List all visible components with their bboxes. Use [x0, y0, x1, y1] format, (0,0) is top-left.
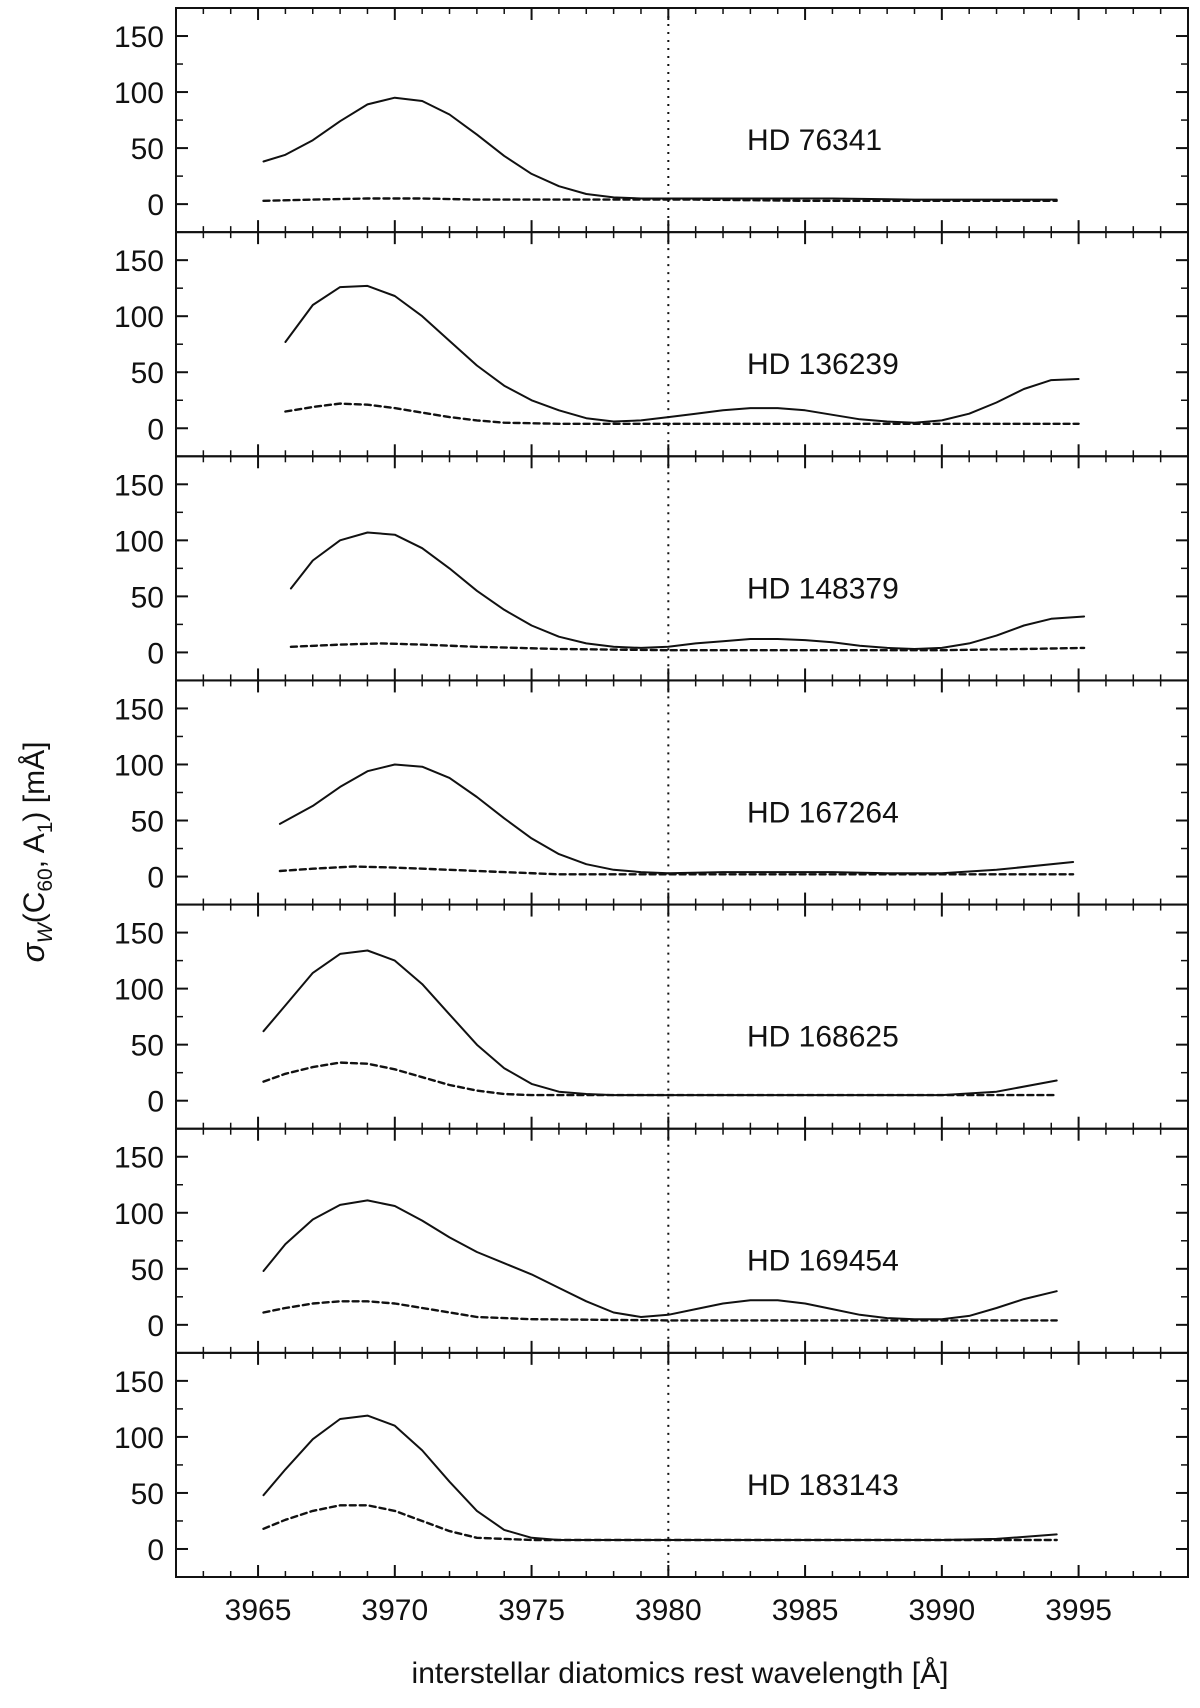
y-tick-label: 150: [114, 1366, 164, 1399]
y-tick-label: 100: [114, 974, 164, 1007]
panel-star-label: HD 136239: [747, 348, 899, 381]
x-tick-label: 3985: [772, 1594, 839, 1627]
y-tick-label: 0: [147, 189, 164, 222]
solid-series-line: [289, 531, 1086, 650]
dashed-series-line: [289, 642, 1086, 652]
y-tick-label: 50: [131, 133, 164, 166]
y-tick-label: 100: [114, 749, 164, 782]
panel-star-label: HD 167264: [747, 796, 899, 829]
y-tick-label: 0: [147, 862, 164, 895]
x-tick-label: 3975: [498, 1594, 565, 1627]
panel: 0 50 100 150 HD 168625: [114, 903, 1189, 1130]
y-tick-label: 50: [131, 357, 164, 390]
y-tick-label: 0: [147, 637, 164, 670]
panel: 0 50 100 150 HD 169454: [114, 1127, 1189, 1354]
y-axis-title-a-sub: 1: [34, 822, 57, 834]
dashed-series-line: [262, 1061, 1058, 1097]
panel-frame: [175, 679, 1189, 906]
panel-frame: [175, 1351, 1189, 1579]
y-tick-label: 150: [114, 1142, 164, 1175]
y-tick-label: 150: [114, 21, 164, 54]
panel-star-label: HD 76341: [747, 124, 882, 157]
x-tick-label: 3990: [908, 1594, 975, 1627]
y-axis-title-close: ) [mÅ]: [18, 742, 51, 822]
y-tick-label: 50: [131, 1478, 164, 1511]
solid-series-line: [278, 763, 1075, 875]
y-axis-title: σW(C60, A1) [mÅ]: [15, 742, 57, 963]
y-tick-label: 100: [114, 525, 164, 558]
solid-series-line: [284, 284, 1080, 424]
panel-star-label: HD 169454: [747, 1245, 899, 1278]
panel-star-label: HD 148379: [747, 572, 899, 605]
y-tick-label: 0: [147, 1310, 164, 1343]
y-tick-label: 50: [131, 1030, 164, 1063]
x-tick-label: 3965: [225, 1594, 292, 1627]
panel: 0 50 100 150 HD 136239: [114, 231, 1189, 458]
y-tick-label: 150: [114, 245, 164, 278]
y-tick-label: 100: [114, 1198, 164, 1231]
y-tick-label: 50: [131, 806, 164, 839]
x-tick-label: 3980: [635, 1594, 702, 1627]
y-tick-label: 100: [114, 1422, 164, 1455]
x-tick-label: 3995: [1045, 1594, 1112, 1627]
solid-series-line: [262, 96, 1058, 201]
y-tick-label: 150: [114, 693, 164, 726]
y-tick-label: 100: [114, 77, 164, 110]
y-tick-label: 0: [147, 413, 164, 446]
panel: 0 50 100 150 HD 183143: [114, 1351, 1189, 1579]
y-axis-title-open: (C: [18, 892, 51, 924]
panel: 0 50 100 150 HD 76341: [114, 7, 1189, 234]
panel-star-label: HD 183143: [747, 1469, 899, 1502]
y-tick-label: 150: [114, 469, 164, 502]
dashed-series-line: [278, 865, 1075, 876]
dashed-series-line: [262, 197, 1058, 202]
y-tick-label: 50: [131, 1254, 164, 1287]
y-axis-title-mid: , A: [18, 833, 51, 868]
panel: 0 50 100 150 HD 167264: [114, 679, 1189, 906]
y-tick-label: 0: [147, 1086, 164, 1119]
y-tick-label: 50: [131, 581, 164, 614]
x-axis-title: interstellar diatomics rest wavelength […: [412, 1657, 949, 1690]
solid-series-line: [262, 1414, 1058, 1541]
dashed-series-line: [262, 1300, 1058, 1322]
panel: 0 50 100 150 HD 148379: [114, 455, 1189, 682]
panel-frame: [175, 455, 1189, 682]
solid-series-line: [262, 1199, 1058, 1321]
y-axis-title-sigma-sub: W: [34, 921, 57, 943]
y-tick-label: 150: [114, 918, 164, 951]
x-tick-label: 3970: [361, 1594, 428, 1627]
dashed-series-line: [262, 1504, 1058, 1542]
panel-star-label: HD 168625: [747, 1021, 899, 1054]
y-axis-title-c-sub: 60: [34, 868, 57, 891]
y-axis-title-sigma: σ: [15, 941, 51, 962]
y-tick-label: 100: [114, 301, 164, 334]
solid-series-line: [262, 949, 1058, 1097]
y-tick-label: 0: [147, 1534, 164, 1567]
dashed-series-line: [284, 402, 1080, 425]
